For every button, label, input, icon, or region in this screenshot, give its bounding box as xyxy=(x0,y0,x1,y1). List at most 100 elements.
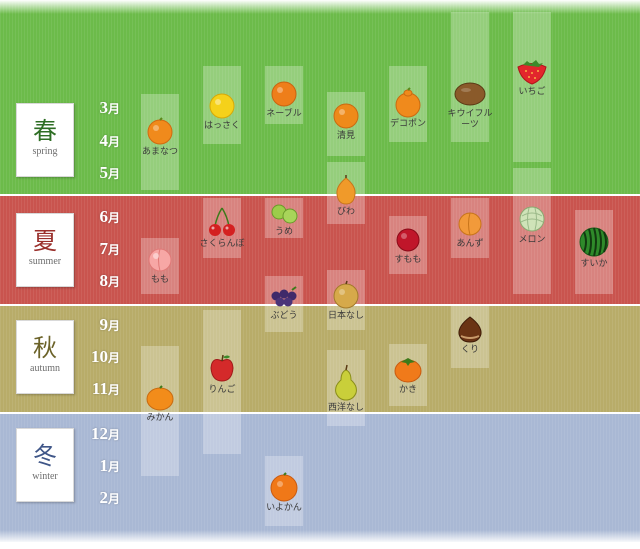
spring-band xyxy=(0,0,640,194)
peach-icon xyxy=(148,248,172,272)
persimmon-icon xyxy=(394,358,422,383)
season-kanji: 秋 xyxy=(33,334,57,362)
season-english: summer xyxy=(28,256,62,267)
bottom-fade-edge xyxy=(0,530,640,549)
season-kanji: 冬 xyxy=(33,442,57,470)
season-kanji: 夏 xyxy=(33,227,57,255)
fruit-label: キウイフルーツ xyxy=(447,109,493,130)
fruit-sakuranbo[interactable]: さくらんぼ xyxy=(190,206,254,250)
month-label-jun: 6月 xyxy=(99,207,120,226)
season-column-kiwi xyxy=(451,12,489,142)
fruit-ringo[interactable]: りんご xyxy=(190,352,254,396)
fruit-kiyomi[interactable]: 清見 xyxy=(314,100,378,142)
month-label-nov: 11月 xyxy=(91,379,120,398)
month-label-may: 5月 xyxy=(99,163,120,182)
fruit-ichigo[interactable]: いちご xyxy=(500,58,564,98)
fruit-label: さくらんぼ xyxy=(199,239,245,249)
month-label-jan: 1月 xyxy=(99,456,120,475)
fruit-label: 西洋なし xyxy=(327,403,364,413)
autumn-band xyxy=(0,304,640,412)
fruit-label: あまなつ xyxy=(141,147,178,157)
top-fade-edge xyxy=(0,0,640,14)
orange-icon xyxy=(147,117,173,145)
season-kanji: 春 xyxy=(33,117,57,145)
season-card-summer: 夏 summer xyxy=(16,213,74,287)
fruit-iyokan[interactable]: いよかん xyxy=(252,472,316,514)
loquat-icon xyxy=(336,175,356,205)
fruit-dekopon[interactable]: デコポン xyxy=(376,86,440,130)
winter-band xyxy=(0,412,640,542)
sumomo-plum-icon xyxy=(396,228,420,252)
kiwi-icon xyxy=(454,82,486,106)
western-pear-icon xyxy=(335,364,357,401)
fruit-budou[interactable]: ぶどう xyxy=(252,286,316,322)
fruit-hassaku[interactable]: はっさく xyxy=(190,90,254,132)
kiyomi-orange-icon xyxy=(333,103,359,129)
fruit-label: はっさく xyxy=(203,121,240,131)
fruit-label: すもも xyxy=(394,255,422,265)
season-english: winter xyxy=(32,471,58,482)
iyokan-icon xyxy=(270,472,298,502)
month-label-dec: 12月 xyxy=(90,424,120,443)
fruit-seiyounashi[interactable]: 西洋なし xyxy=(314,364,378,414)
ume-plum-icon xyxy=(271,204,298,224)
fruit-label: 日本なし xyxy=(327,311,364,321)
season-card-autumn: 秋 autumn xyxy=(16,320,74,394)
fruit-anzu[interactable]: あんず xyxy=(438,210,502,250)
fruit-mikan[interactable]: みかん xyxy=(128,384,192,424)
apple-icon xyxy=(210,354,234,382)
season-english: spring xyxy=(32,146,58,157)
fruit-label: びわ xyxy=(336,207,355,217)
fruit-suika[interactable]: すいか xyxy=(562,226,626,270)
fruit-label: りんご xyxy=(208,385,236,395)
fruit-ume[interactable]: うめ xyxy=(252,202,316,238)
fruit-label: うめ xyxy=(274,227,293,237)
fruit-nihonnashi[interactable]: 日本なし xyxy=(314,280,378,322)
melon-icon xyxy=(519,206,545,232)
lemon-yellow-orange-icon xyxy=(209,93,235,119)
month-label-aug: 8月 xyxy=(99,271,120,290)
month-label-apr: 4月 xyxy=(99,131,120,150)
season-column-ichigo xyxy=(513,12,551,162)
season-card-spring: 春 spring xyxy=(16,103,74,177)
fruit-biwa[interactable]: びわ xyxy=(314,174,378,218)
fruit-kaki[interactable]: かき xyxy=(376,354,440,396)
fruit-label: メロン xyxy=(518,235,546,245)
season-column-ringo xyxy=(203,310,241,454)
season-card-winter: 冬 winter xyxy=(16,428,74,502)
month-label-mar: 3月 xyxy=(99,98,120,117)
month-label-jul: 7月 xyxy=(99,239,120,258)
fruit-label: いよかん xyxy=(266,503,302,513)
fruit-label: くり xyxy=(460,345,479,355)
fruit-kiwi[interactable]: キウイフルーツ xyxy=(438,80,502,131)
fruit-kuri[interactable]: くり xyxy=(438,314,502,356)
watermelon-icon xyxy=(579,227,609,257)
fruit-label: もも xyxy=(150,275,169,285)
cherry-icon xyxy=(209,207,235,236)
fruit-label: かき xyxy=(398,385,417,395)
season-english: autumn xyxy=(30,363,60,374)
fruit-label: 清見 xyxy=(336,131,355,141)
fruit-label: デコポン xyxy=(389,119,426,129)
apricot-icon xyxy=(458,212,482,236)
fruit-label: いちご xyxy=(518,87,546,97)
fruit-amanatsu[interactable]: あまなつ xyxy=(128,116,192,158)
month-label-feb: 2月 xyxy=(99,488,120,507)
month-label-oct: 10月 xyxy=(90,347,120,366)
mikan-icon xyxy=(146,385,174,411)
japanese-pear-icon xyxy=(333,280,359,309)
fruit-momo[interactable]: もも xyxy=(128,246,192,286)
fruit-melon[interactable]: メロン xyxy=(500,204,564,246)
fruit-label: みかん xyxy=(146,413,174,423)
navel-orange-icon xyxy=(271,81,297,107)
fruit-navel[interactable]: ネーブル xyxy=(252,78,316,120)
fruit-label: ネーブル xyxy=(266,109,302,119)
chestnut-icon xyxy=(458,316,482,343)
strawberry-icon xyxy=(517,60,547,85)
fruit-sumomo[interactable]: すもも xyxy=(376,226,440,266)
fruit-label: あんず xyxy=(456,239,484,249)
dekopon-icon xyxy=(395,87,421,118)
fruit-label: すいか xyxy=(580,259,608,269)
month-label-sep: 9月 xyxy=(99,315,120,334)
